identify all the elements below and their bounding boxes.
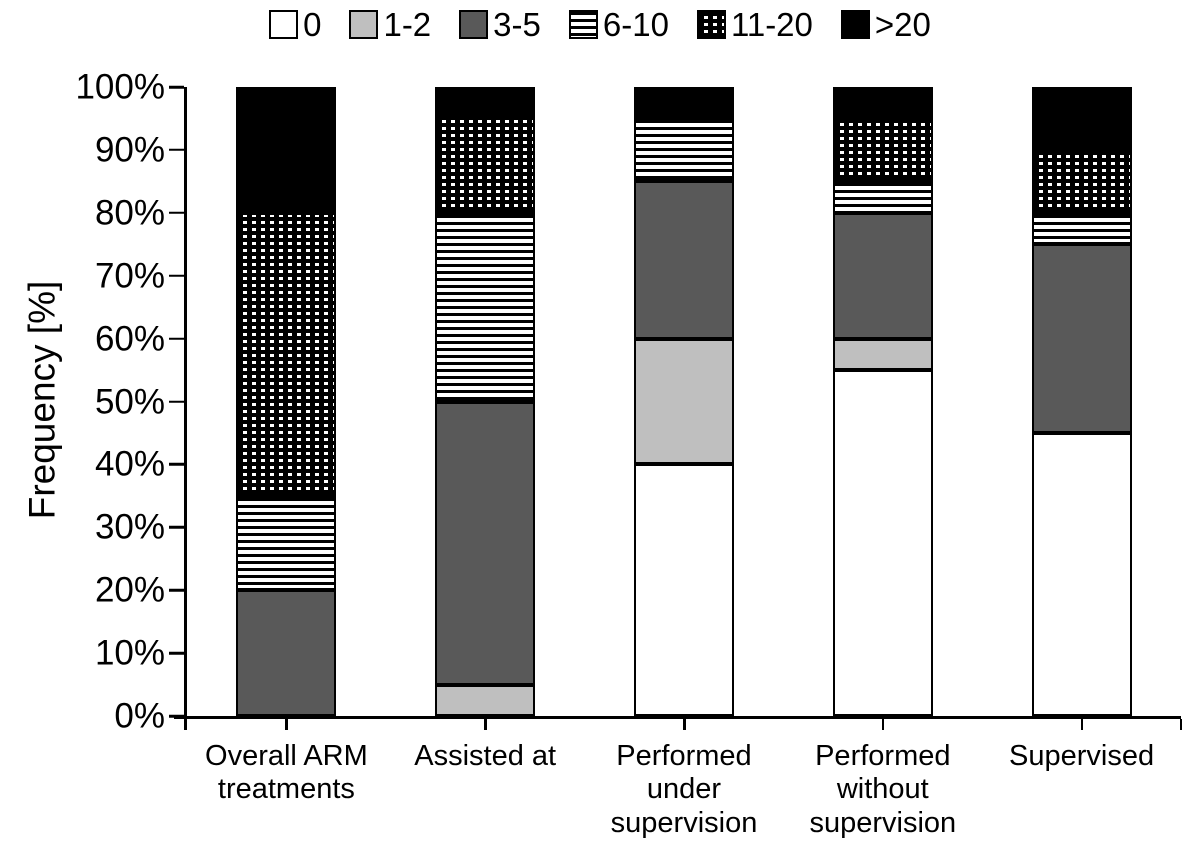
bar-segment-1-2 [435, 684, 536, 716]
bar-segment->20 [236, 87, 337, 213]
legend-swatch-black [840, 10, 870, 39]
bar-segment-6-10 [435, 212, 536, 402]
x-tick-category-0 [285, 719, 288, 730]
category-label-0: Overall ARM treatments [205, 740, 368, 806]
bar-4 [1031, 87, 1132, 716]
bar-segment-6-10 [236, 495, 337, 591]
bar-segment-11-20 [236, 212, 337, 496]
bar-segment->20 [435, 87, 536, 119]
category-label-3: Performed without supervision [809, 740, 957, 839]
legend-label: >20 [874, 6, 931, 43]
y-tick-80 [169, 211, 184, 215]
bar-segment-3-5 [236, 590, 337, 716]
legend-item->20: >20 [840, 6, 931, 43]
y-tick-label-80: 80% [94, 193, 165, 233]
bar-segment-1-2 [634, 338, 734, 465]
bar-segment-11-20 [1031, 149, 1132, 213]
legend: 0 1-2 3-5 6-10 11-20 >20 [0, 8, 1200, 41]
bar-segment-3-5 [1031, 244, 1132, 433]
legend-swatch-dots [696, 10, 726, 39]
x-tick-category-1 [484, 719, 487, 730]
y-tick-50 [169, 400, 184, 403]
y-tick-20 [169, 588, 184, 592]
category-label-1: Assisted at [414, 740, 557, 772]
bar-segment-3-5 [634, 181, 734, 339]
x-tick-category-3 [881, 719, 885, 730]
legend-label: 3-5 [493, 6, 541, 43]
bar-segment-3-5 [435, 401, 536, 685]
x-axis-line [174, 716, 1181, 719]
y-tick-60 [169, 337, 184, 340]
bar-1 [435, 87, 536, 716]
bar-segment-0 [832, 370, 933, 716]
bar-segment->20 [1031, 87, 1132, 150]
bar-segment-1-2 [832, 338, 933, 371]
bar-2 [634, 87, 734, 716]
y-tick-0 [169, 714, 184, 718]
legend-label: 1-2 [383, 6, 432, 43]
bar-0 [236, 87, 337, 716]
bar-segment-11-20 [435, 118, 536, 213]
y-tick-label-90: 90% [94, 130, 165, 170]
x-axis-end-tick [1179, 719, 1182, 730]
category-label-2: Performed under supervision [610, 740, 758, 839]
x-axis-start-tick [184, 719, 187, 730]
y-tick-label-70: 70% [94, 256, 165, 296]
y-tick-label-40: 40% [94, 444, 165, 484]
y-axis-line [184, 87, 187, 719]
y-tick-10 [169, 651, 184, 655]
bar-segment->20 [832, 87, 933, 119]
bar-segment-6-10 [634, 118, 734, 182]
plot-area: 0% 10% 20% 30% 40% 50% 60% 70% 80% 90% 100% Overall… [75, 70, 1182, 839]
y-tick-label-50: 50% [94, 382, 165, 421]
y-tick-label-0: 0% [114, 696, 165, 736]
y-tick-70 [169, 274, 184, 277]
bar-segment-6-10 [832, 181, 933, 213]
x-tick-category-2 [683, 719, 686, 730]
bar-segment-11-20 [832, 118, 933, 182]
legend-label: 11-20 [730, 6, 813, 43]
bar-segment-3-5 [832, 212, 933, 339]
y-tick-label-30: 30% [94, 507, 165, 547]
legend-swatch-white [269, 10, 299, 39]
legend-label: 0 [303, 6, 322, 43]
y-tick-30 [169, 526, 184, 529]
legend-item-3-5: 3-5 [459, 8, 541, 41]
legend-label: 6-10 [602, 6, 669, 43]
y-tick-40 [169, 463, 184, 466]
bar-segment-0 [1031, 432, 1132, 716]
y-tick-100 [169, 85, 184, 89]
y-axis-title: Frequency [%] [21, 280, 63, 520]
bar-segment-0 [634, 464, 734, 716]
legend-swatch-light-gray [349, 10, 379, 39]
y-tick-label-20: 20% [94, 570, 165, 610]
bar-3 [832, 87, 933, 716]
legend-swatch-h-stripes [568, 10, 598, 39]
legend-item-11-20: 11-20 [696, 6, 813, 43]
legend-swatch-dark-gray [459, 10, 489, 39]
legend-item-6-10: 6-10 [568, 6, 669, 43]
legend-item-1-2: 1-2 [349, 8, 431, 41]
y-tick-label-10: 10% [94, 633, 165, 673]
y-tick-90 [169, 148, 184, 152]
bar-segment->20 [634, 87, 734, 119]
y-tick-label-100: 100% [75, 67, 165, 107]
y-tick-label-60: 60% [94, 319, 165, 359]
bar-segment-6-10 [1031, 212, 1132, 245]
legend-item-0: 0 [269, 8, 321, 41]
category-label-4: Supervised [1009, 740, 1155, 772]
x-tick-category-4 [1080, 719, 1084, 730]
